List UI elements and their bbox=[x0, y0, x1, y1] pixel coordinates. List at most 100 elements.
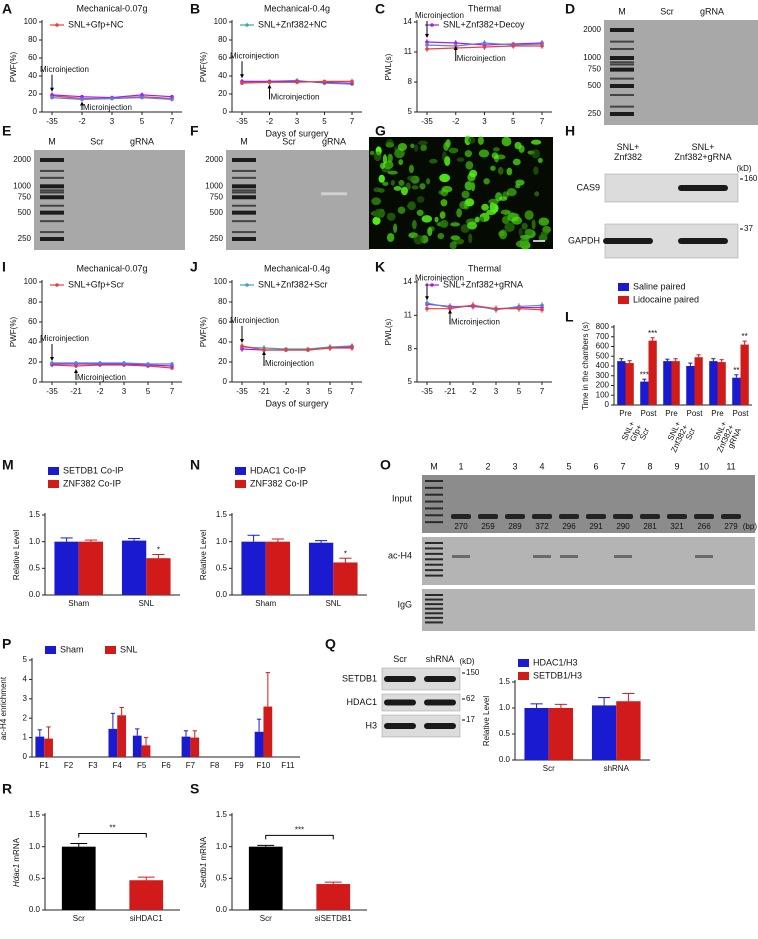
legend-swatch bbox=[618, 296, 629, 304]
y-tick-label: 20 bbox=[28, 89, 37, 98]
point bbox=[482, 41, 487, 45]
y-tick-label: 5 bbox=[408, 107, 413, 116]
y-label-text: mRNA bbox=[199, 836, 208, 860]
series-line bbox=[52, 363, 173, 367]
x-tick-label: -35 bbox=[46, 117, 58, 126]
y-tick-label: 800 bbox=[596, 322, 610, 331]
ladder-label: 750 bbox=[18, 192, 32, 201]
blot-band bbox=[424, 723, 456, 729]
y-axis-label: PWF(%) bbox=[199, 52, 208, 83]
x-tick-label: -21 bbox=[258, 387, 270, 396]
ladder-band bbox=[610, 56, 634, 60]
gel bbox=[34, 150, 185, 250]
ladder-band bbox=[425, 569, 443, 572]
y-label-text: ac-H4 enrichment bbox=[0, 676, 8, 740]
ladder-label: 250 bbox=[588, 109, 602, 118]
cell bbox=[474, 216, 480, 223]
row-label: HDAC1 bbox=[346, 697, 377, 707]
legend-label: HDAC1 Co-IP bbox=[250, 465, 306, 475]
x-tick-label: F6 bbox=[161, 761, 171, 770]
unit-label: (kD) bbox=[459, 657, 474, 666]
comparison-bracket bbox=[265, 834, 334, 840]
annotation: Microinjection bbox=[415, 273, 464, 282]
cell bbox=[492, 147, 500, 152]
cell bbox=[500, 209, 511, 215]
cell bbox=[519, 234, 531, 240]
row-label: GAPDH bbox=[568, 235, 600, 245]
x-tick-label: 7 bbox=[540, 387, 545, 396]
blot-band bbox=[384, 699, 416, 706]
point bbox=[540, 44, 544, 48]
column-label-line: SNL+ bbox=[617, 142, 640, 152]
ladder-band bbox=[425, 507, 443, 510]
ladder-minor-band bbox=[232, 189, 256, 192]
ac-h4-band bbox=[614, 555, 632, 558]
ladder-band bbox=[425, 486, 443, 489]
cell bbox=[540, 231, 549, 237]
point bbox=[122, 361, 126, 365]
point bbox=[170, 362, 174, 366]
panel-letter: Q bbox=[325, 636, 336, 652]
cell bbox=[387, 153, 393, 163]
bar bbox=[78, 541, 104, 595]
bar bbox=[686, 366, 695, 405]
point bbox=[98, 361, 102, 365]
point bbox=[471, 303, 475, 308]
legend-label: SNL+Znf382+NC bbox=[258, 19, 328, 29]
size-label: 266 bbox=[697, 522, 711, 531]
y-axis-label: PWF(%) bbox=[9, 52, 18, 83]
bar bbox=[333, 562, 358, 595]
cell bbox=[387, 170, 398, 175]
y-tick-label: 1.0 bbox=[216, 537, 228, 546]
x-tick-label: 5 bbox=[511, 117, 516, 126]
legend-label: HDAC1/H3 bbox=[533, 657, 578, 667]
cell bbox=[469, 169, 478, 178]
x-tick-label: Post bbox=[640, 409, 657, 418]
cell bbox=[411, 185, 419, 190]
legend-label: SNL+Znf382+gRNA bbox=[443, 279, 523, 289]
ladder-minor-band bbox=[610, 47, 634, 50]
cell bbox=[439, 211, 446, 219]
lane-label: 4 bbox=[539, 461, 544, 471]
ladder-band bbox=[425, 594, 443, 596]
cell bbox=[445, 139, 451, 148]
ladder-minor-band bbox=[232, 231, 256, 234]
ladder-minor-band bbox=[610, 61, 634, 64]
legend-swatch bbox=[48, 480, 59, 488]
ladder-band bbox=[425, 493, 443, 496]
y-tick-label: 100 bbox=[24, 277, 38, 286]
cell bbox=[448, 147, 459, 154]
y-tick-label: 0 bbox=[223, 107, 228, 116]
y-tick-label: 100 bbox=[214, 277, 228, 286]
pcr-band bbox=[559, 514, 579, 519]
size-label: 281 bbox=[643, 522, 657, 531]
cell bbox=[427, 227, 433, 237]
cell bbox=[421, 215, 433, 223]
size-label: 321 bbox=[670, 522, 684, 531]
annotation: Microinjection bbox=[77, 373, 126, 382]
ladder-band bbox=[40, 195, 64, 200]
lane-label: 8 bbox=[647, 461, 652, 471]
bar bbox=[648, 340, 657, 405]
bar bbox=[625, 363, 634, 405]
x-tick-label: 3 bbox=[306, 387, 311, 396]
bar bbox=[44, 738, 53, 757]
chart-title: Mechanical-0.4g bbox=[264, 3, 330, 13]
x-tick-label: Post bbox=[686, 409, 703, 418]
lane-label: 11 bbox=[726, 461, 735, 471]
point bbox=[540, 307, 544, 312]
point bbox=[80, 94, 84, 99]
series-line bbox=[241, 345, 353, 350]
point bbox=[517, 306, 521, 311]
x-tick-label: F7 bbox=[186, 761, 196, 770]
panel-letter: G bbox=[375, 123, 386, 139]
size-label: 37 bbox=[744, 224, 753, 233]
bar bbox=[265, 541, 291, 595]
arrow-head bbox=[240, 74, 244, 79]
y-tick-label: 80 bbox=[218, 35, 227, 44]
y-axis-label: Relative Level bbox=[12, 530, 21, 580]
cell bbox=[386, 232, 395, 242]
cell bbox=[416, 196, 425, 203]
panel-letter: I bbox=[2, 259, 6, 275]
